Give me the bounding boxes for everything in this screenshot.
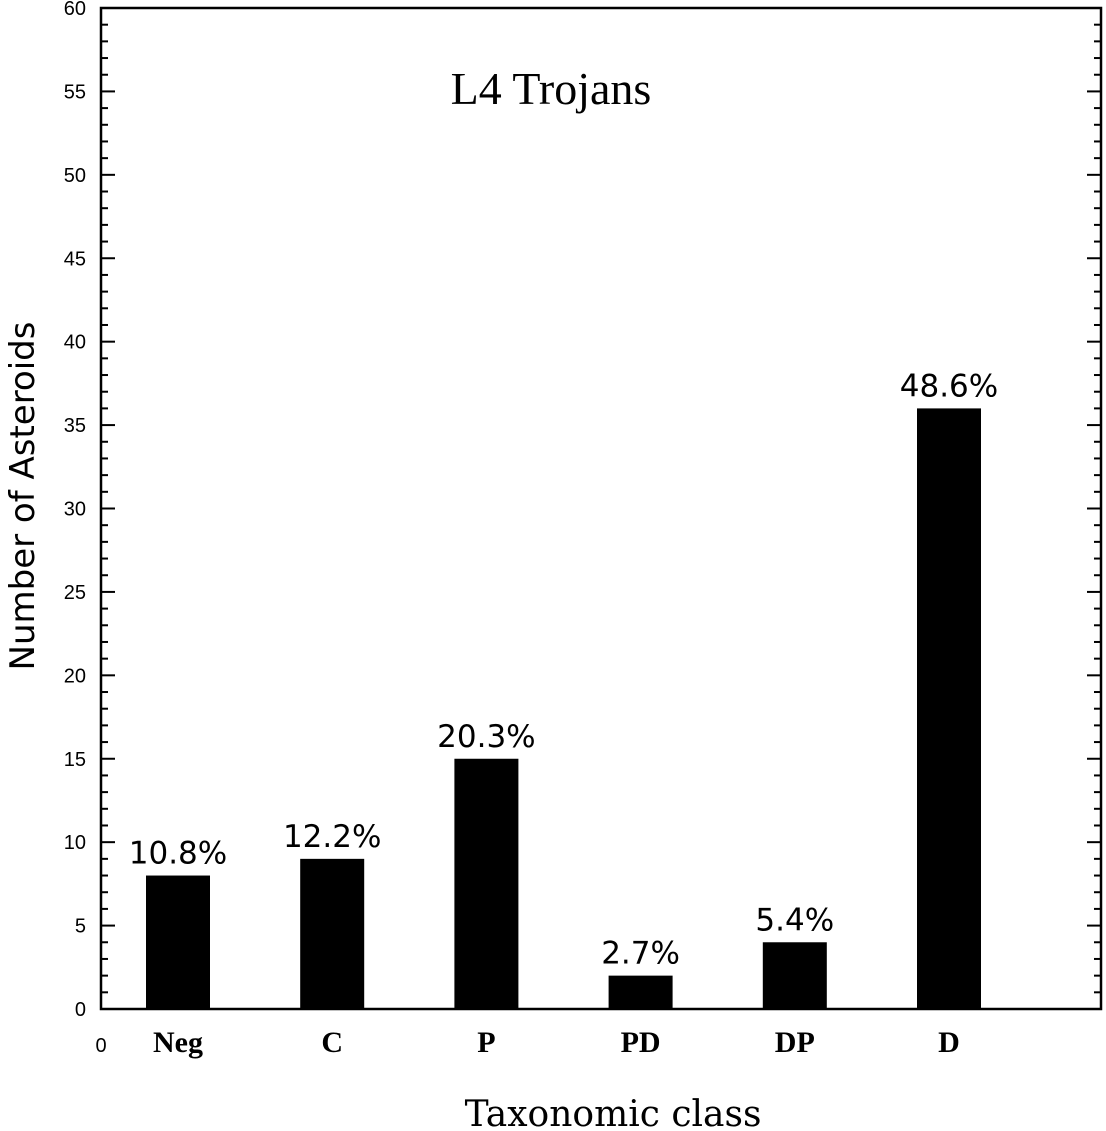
y-tick-label: 60 (64, 0, 86, 20)
percent-label-p: 20.3% (437, 719, 535, 755)
category-label-neg: Neg (153, 1026, 203, 1059)
y-tick-label: 15 (64, 749, 86, 771)
y-axis-ticks (101, 7, 1101, 1010)
bar-c (300, 858, 365, 1009)
y-tick-label: 35 (64, 415, 86, 437)
y-tick-label: 30 (64, 499, 86, 521)
x-axis-title: Taxonomic class (465, 1094, 762, 1131)
x-origin-label: 0 (95, 1035, 106, 1057)
chart-title: L4 Trojans (451, 63, 652, 114)
bar-neg (146, 875, 210, 1009)
category-label-pd: PD (621, 1026, 661, 1059)
y-tick-label: 10 (64, 832, 86, 854)
percent-label-c: 12.2% (283, 819, 381, 855)
y-tick-label: 25 (64, 582, 86, 604)
percent-label-neg: 10.8% (129, 836, 227, 872)
bar-dp (762, 942, 827, 1009)
percent-label-pd: 2.7% (601, 936, 680, 972)
percent-labels: 10.8% 12.2% 20.3% 2.7% 5.4% 48.6% (129, 368, 998, 971)
percent-label-d: 48.6% (900, 368, 998, 404)
bar-p (454, 758, 519, 1009)
bar-series (146, 408, 981, 1009)
bar-d (917, 408, 981, 1009)
y-tick-label: 0 (75, 999, 86, 1021)
y-tick-label: 40 (64, 332, 86, 354)
x-axis-category-labels: Neg C P PD DP D (153, 1026, 960, 1059)
category-label-dp: DP (775, 1026, 815, 1059)
y-tick-label: 45 (64, 248, 86, 270)
y-tick-label: 20 (64, 665, 86, 687)
bar-pd (608, 975, 673, 1009)
y-tick-label: 55 (64, 81, 86, 103)
y-tick-label: 50 (64, 165, 86, 187)
y-axis-tick-labels: 0 5 10 15 20 25 30 35 40 45 50 55 60 (64, 0, 86, 1021)
category-label-d: D (938, 1026, 960, 1059)
percent-label-dp: 5.4% (755, 902, 834, 938)
category-label-p: P (477, 1026, 495, 1059)
category-label-c: C (321, 1026, 343, 1059)
y-tick-label: 5 (75, 916, 86, 938)
y-axis-title: Number of Asteroids (3, 322, 43, 671)
